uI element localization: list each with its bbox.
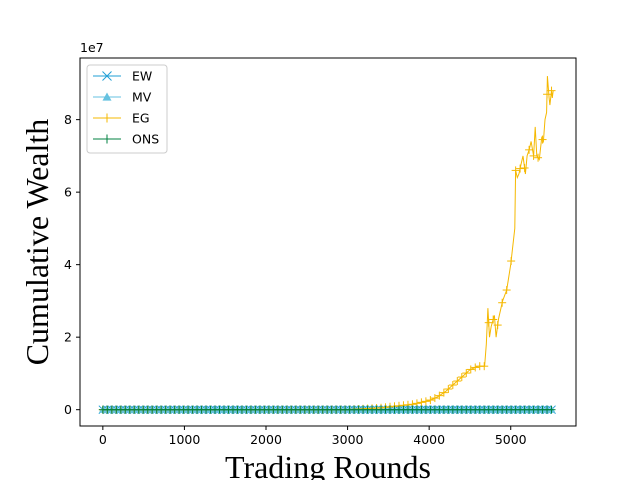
y-axis-title: Cumulative Wealth	[19, 119, 55, 366]
y-tick-label: 2	[64, 330, 72, 345]
legend-label: EG	[132, 111, 150, 126]
x-axis-title: Trading Rounds	[225, 449, 431, 480]
y-tick-label: 4	[64, 257, 72, 272]
x-tick-label: 0	[99, 432, 107, 447]
legend-item-mv: MV	[93, 90, 152, 105]
legend-item-eg: EG	[93, 111, 150, 126]
legend-box	[86, 64, 168, 154]
x-tick-label: 4000	[413, 432, 445, 447]
legend: EW MV EG ONS	[86, 64, 168, 154]
legend-label: ONS	[132, 132, 159, 147]
series-ons	[98, 405, 556, 414]
series-marker	[102, 71, 112, 81]
legend-label: EW	[132, 69, 152, 84]
legend-label: MV	[132, 90, 152, 105]
x-tick-label: 2000	[250, 432, 282, 447]
y-tick-label: 6	[64, 185, 72, 200]
series-marker	[102, 92, 112, 101]
y-tick-label: 8	[64, 112, 72, 127]
series-layer	[98, 76, 556, 415]
legend-item-ons: ONS	[93, 132, 159, 147]
x-tick-label: 1000	[169, 432, 201, 447]
y-axis: 0 2 4 6 8	[64, 112, 80, 417]
y-scale-label: 1e7	[80, 40, 104, 55]
legend-item-ew: EW	[93, 69, 152, 84]
x-axis: 0 1000 2000 3000 4000 5000	[99, 426, 527, 447]
y-tick-label: 0	[64, 402, 72, 417]
x-tick-label: 5000	[495, 432, 527, 447]
x-tick-label: 3000	[332, 432, 364, 447]
